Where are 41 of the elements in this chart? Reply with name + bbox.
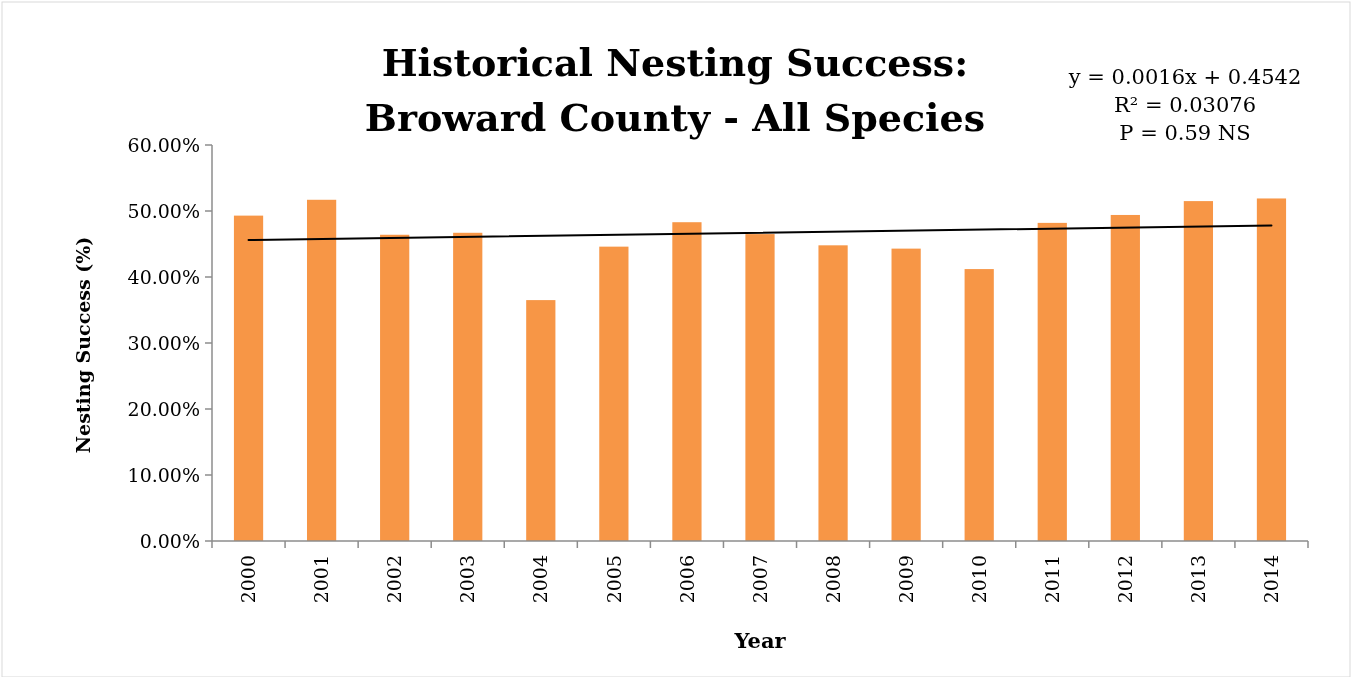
x-tick-label: 2005 <box>602 555 625 604</box>
x-tick-label: 2000 <box>237 555 260 604</box>
x-tick-label: 2002 <box>383 555 406 604</box>
y-tick-label: 10.00% <box>127 463 200 486</box>
chart-title: Historical Nesting Success: Broward County - All Species <box>364 40 986 140</box>
y-tick-label: 30.00% <box>127 331 200 354</box>
bar <box>233 215 264 541</box>
x-tick-label: 2014 <box>1260 555 1283 604</box>
x-tick-label: 2011 <box>1040 555 1063 604</box>
x-tick-label: 2004 <box>529 555 552 604</box>
bar <box>306 199 337 541</box>
annotation: y = 0.0016x + 0.4542 R² = 0.03076 P = 0.59 NS <box>1067 65 1302 145</box>
bar <box>599 246 629 541</box>
bar <box>964 269 994 541</box>
bar <box>745 234 775 541</box>
y-tick-label: 0.00% <box>139 529 200 552</box>
y-tick-label: 20.00% <box>127 397 200 420</box>
x-tick-label: 2012 <box>1113 555 1136 604</box>
x-tick-label: 2009 <box>894 555 917 604</box>
bar <box>1037 222 1067 541</box>
x-tick-label: 2010 <box>967 555 990 604</box>
bar <box>526 300 556 541</box>
bar <box>891 248 921 541</box>
y-tick-label: 40.00% <box>127 265 200 288</box>
bar <box>818 245 848 541</box>
bar <box>453 232 483 541</box>
bar <box>380 234 410 541</box>
bar <box>1110 214 1140 541</box>
y-tick-label: 50.00% <box>127 199 200 222</box>
y-axis-title: Nesting Success (%) <box>72 236 94 454</box>
x-tick-label: 2007 <box>748 555 771 604</box>
bar <box>1183 201 1214 541</box>
bar <box>672 222 702 541</box>
x-tick-label: 2013 <box>1187 555 1210 604</box>
x-tick-label: 2001 <box>310 555 333 604</box>
x-tick-label: 2006 <box>675 555 698 604</box>
x-axis-title: Year <box>733 628 787 653</box>
bar <box>1256 198 1287 541</box>
y-tick-label: 60.00% <box>127 133 200 156</box>
x-tick-label: 2008 <box>821 555 844 604</box>
x-tick-label: 2003 <box>456 555 479 604</box>
